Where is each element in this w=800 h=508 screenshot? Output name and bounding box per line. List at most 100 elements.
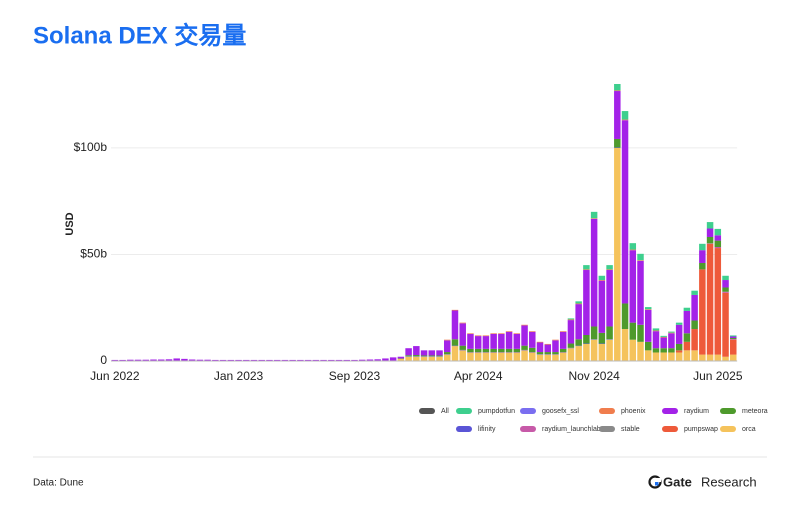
bar-segment: [250, 359, 258, 361]
bar-segment: [730, 335, 737, 337]
bar-segment: [699, 262, 706, 270]
bar-segment: [706, 222, 714, 229]
bar-segment: [730, 339, 737, 340]
bar-segment: [660, 337, 667, 349]
bar-segment: [474, 348, 482, 353]
source: Data: Dune: [33, 478, 84, 489]
bar-segment: [436, 356, 443, 361]
bar-segment: [621, 329, 629, 361]
bar-segment: [505, 352, 513, 361]
bar-segment: [474, 352, 482, 361]
bar-segment: [405, 348, 412, 356]
bar-segment: [691, 350, 698, 361]
bar-segment: [536, 352, 544, 355]
x-tick-label: Nov 2024: [568, 369, 620, 383]
bar-segment: [498, 352, 505, 361]
y-axis-label: USD: [64, 212, 76, 235]
bar-segment: [714, 354, 722, 361]
bar-segment: [714, 228, 722, 236]
bar-segment: [444, 339, 451, 341]
bar-segment: [498, 348, 505, 353]
bar-segment: [413, 356, 420, 361]
bar-segment: [529, 331, 536, 348]
bar-segment: [691, 290, 698, 295]
bar-segment: [436, 355, 443, 357]
x-tick-label: Jan 2023: [214, 369, 264, 383]
bar-segment: [629, 250, 637, 323]
bar-segment: [575, 346, 582, 361]
bar-segment: [513, 352, 521, 361]
bar-segment: [722, 291, 729, 293]
bar-segment: [219, 359, 227, 361]
bar-segment: [722, 287, 729, 292]
bar-segment: [467, 333, 474, 349]
bar-segment: [165, 359, 173, 361]
bar-segment: [173, 358, 180, 361]
bar-segment: [142, 359, 150, 361]
brand: Gate: [663, 474, 692, 489]
logo-cut: [655, 478, 661, 482]
bar-segment: [467, 333, 474, 334]
bar-segment: [451, 309, 459, 311]
bar-segment: [559, 331, 567, 332]
bar-segment: [683, 310, 691, 334]
bar-segment: [567, 318, 575, 320]
bar-segment: [529, 347, 536, 353]
bar-segment: [590, 218, 598, 327]
bar-segment: [629, 249, 637, 251]
bar-segment: [637, 324, 644, 342]
bar-segment: [575, 304, 582, 340]
bar-segment: [451, 339, 459, 346]
bar-segment: [127, 359, 134, 361]
legend-label: raydium: [684, 408, 709, 415]
bar-segment: [482, 352, 490, 361]
bar-segment: [544, 352, 551, 355]
x-tick-label: Apr 2024: [454, 369, 503, 383]
bar-segment: [552, 339, 559, 341]
bar-segment: [722, 356, 729, 361]
bar-segment: [614, 147, 621, 361]
bar-segment: [567, 348, 575, 361]
bar-segment: [328, 359, 335, 361]
bar-segment: [289, 359, 296, 361]
bar-segment: [374, 359, 381, 361]
bar-segment: [683, 350, 691, 361]
bar-segment: [157, 359, 165, 361]
y-tick-label: 0: [100, 353, 107, 367]
bar-segment: [668, 352, 675, 361]
bar-segment: [652, 330, 660, 332]
bar-segment: [629, 322, 637, 340]
bar-segment: [706, 236, 714, 244]
bar-segment: [544, 354, 551, 361]
bar-segment: [243, 359, 250, 361]
bar-segment: [273, 359, 281, 361]
bar-segment: [637, 253, 644, 261]
bar-segment: [660, 352, 667, 361]
bar-segment: [637, 260, 644, 261]
bar-segment: [714, 248, 722, 355]
bar-segment: [498, 333, 505, 334]
bar-segment: [521, 324, 528, 326]
bar-segment: [644, 309, 652, 310]
legend-label: orca: [742, 426, 756, 433]
legend-swatch: [662, 408, 678, 414]
bar-segment: [706, 228, 714, 237]
bar-segment: [652, 328, 660, 331]
brand-suffix: Research: [701, 474, 757, 489]
bar-segment: [575, 303, 582, 305]
bar-segment: [212, 359, 219, 361]
bar-segment: [590, 211, 598, 219]
bar-segment: [413, 346, 420, 356]
bar-segment: [428, 350, 436, 356]
legend-label: raydium_launchlab: [542, 426, 601, 433]
bar-segment: [583, 335, 590, 344]
bar-segment: [536, 341, 544, 343]
x-tick-label: Sep 2023: [329, 369, 381, 383]
bar-segment: [590, 218, 598, 219]
bar-segment: [652, 352, 660, 361]
bar-segment: [730, 354, 737, 361]
bar-segment: [722, 292, 729, 357]
bar-segment: [629, 243, 637, 250]
bar-segment: [714, 235, 722, 241]
bar-segment: [575, 301, 582, 304]
